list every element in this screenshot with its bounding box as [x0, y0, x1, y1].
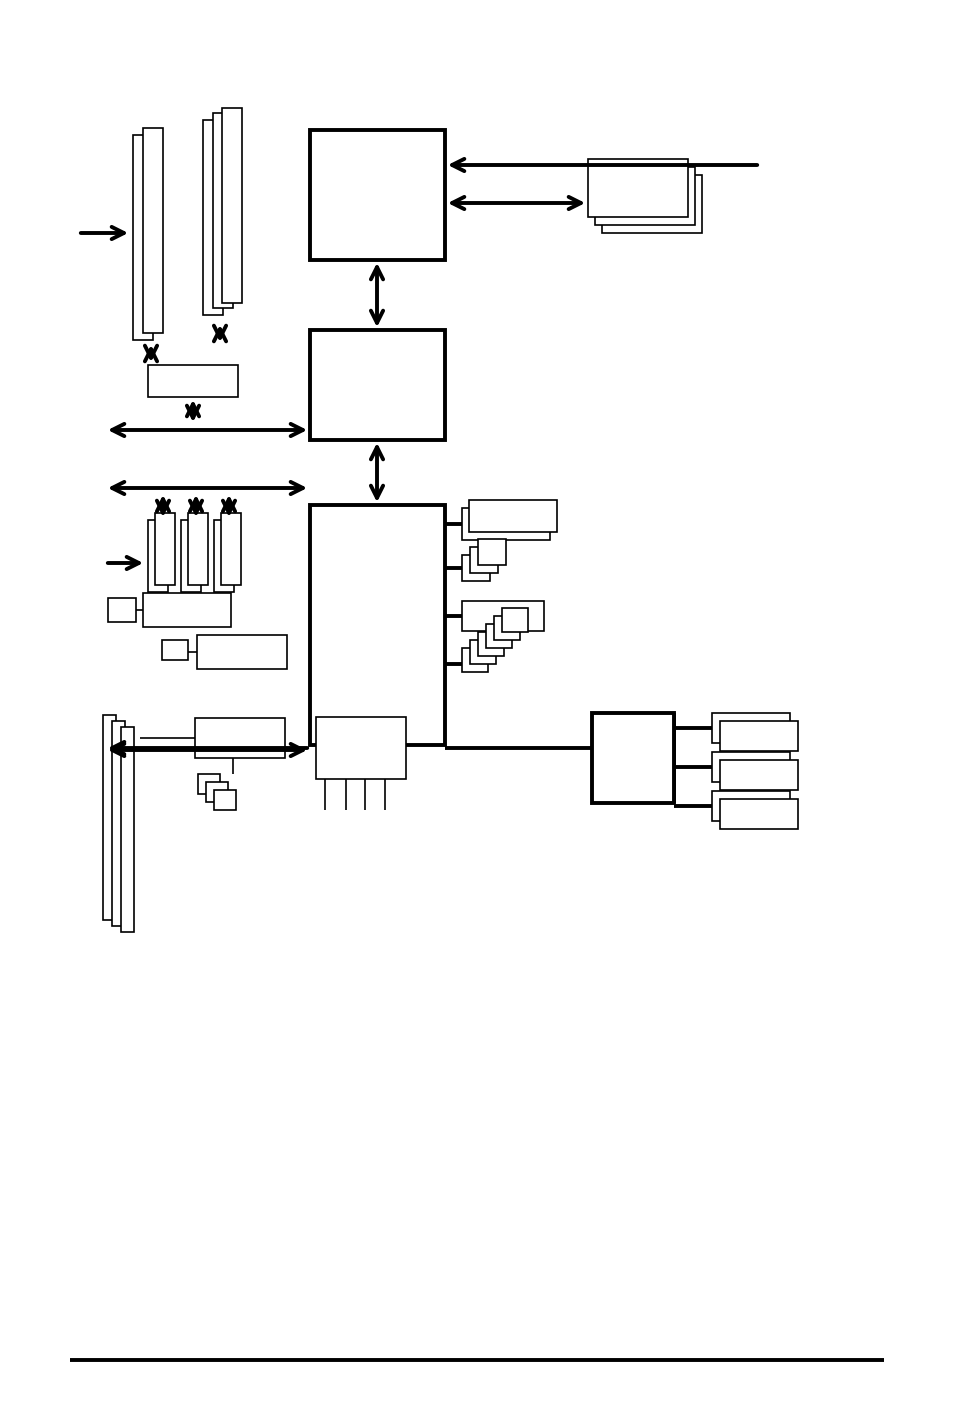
- Bar: [213, 520, 233, 591]
- Bar: [198, 774, 220, 794]
- Bar: [143, 128, 163, 333]
- Bar: [103, 715, 116, 920]
- Bar: [310, 130, 444, 259]
- Bar: [469, 501, 557, 532]
- Bar: [203, 121, 223, 315]
- Bar: [477, 539, 505, 564]
- Bar: [461, 601, 543, 631]
- Bar: [461, 554, 490, 581]
- Bar: [194, 718, 285, 759]
- Bar: [196, 635, 287, 669]
- Bar: [206, 781, 228, 803]
- Bar: [108, 598, 136, 623]
- Bar: [310, 505, 444, 744]
- Bar: [188, 513, 208, 586]
- Bar: [477, 632, 503, 657]
- Bar: [711, 791, 789, 821]
- Bar: [601, 174, 701, 233]
- Bar: [720, 720, 797, 752]
- Bar: [595, 167, 695, 225]
- Bar: [310, 330, 444, 440]
- Bar: [148, 364, 237, 397]
- Bar: [154, 513, 174, 586]
- Bar: [470, 547, 497, 573]
- Bar: [494, 615, 519, 640]
- Bar: [470, 640, 496, 664]
- Bar: [132, 135, 152, 340]
- Bar: [720, 798, 797, 830]
- Bar: [315, 718, 406, 778]
- Bar: [121, 727, 133, 932]
- Bar: [592, 713, 673, 803]
- Bar: [213, 113, 233, 308]
- Bar: [711, 713, 789, 743]
- Bar: [148, 520, 168, 591]
- Bar: [485, 624, 512, 648]
- Bar: [461, 508, 550, 540]
- Bar: [461, 648, 488, 672]
- Bar: [222, 108, 242, 303]
- Bar: [181, 520, 201, 591]
- Bar: [143, 593, 231, 627]
- Bar: [720, 760, 797, 790]
- Bar: [112, 720, 125, 926]
- Bar: [501, 608, 527, 632]
- Bar: [711, 752, 789, 781]
- Bar: [221, 513, 241, 586]
- Bar: [213, 790, 235, 810]
- Bar: [587, 159, 687, 217]
- Bar: [162, 640, 188, 659]
